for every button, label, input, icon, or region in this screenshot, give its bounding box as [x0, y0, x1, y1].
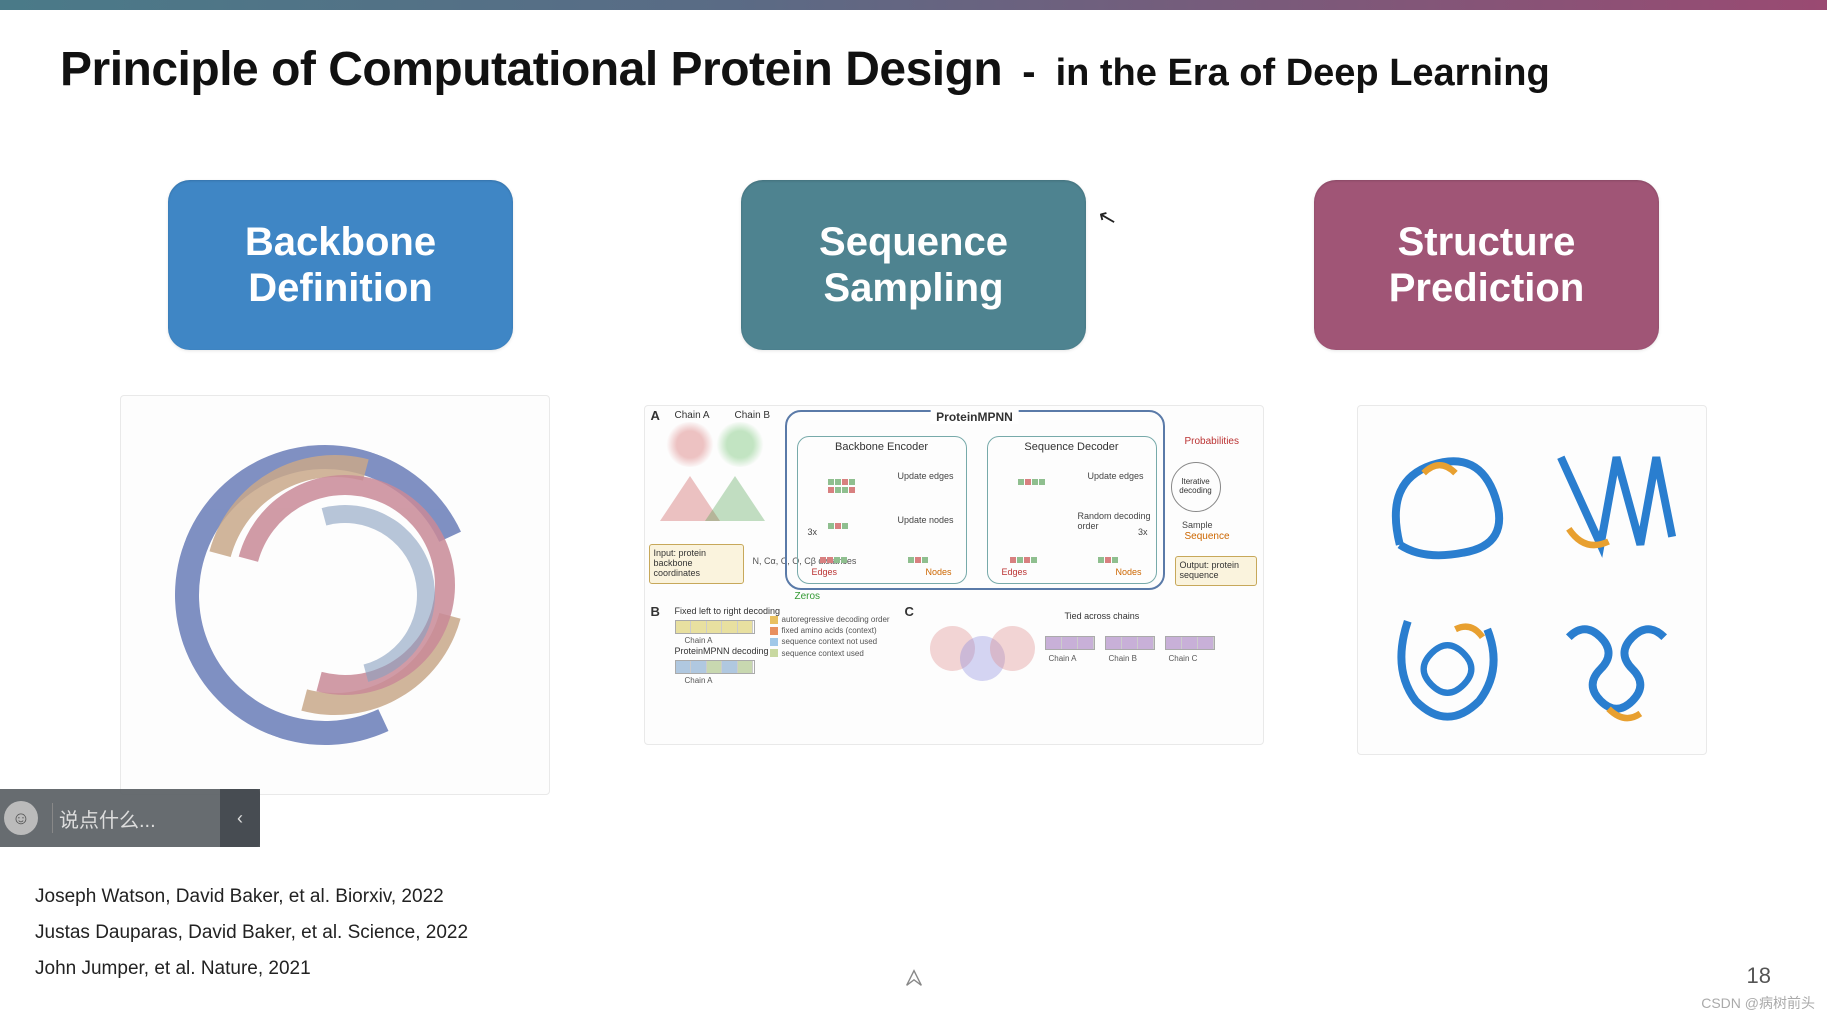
- chain-b-label: Chain B: [735, 410, 771, 421]
- mpnn-seq-box: [675, 660, 755, 674]
- iterative-decoding-circle: Iterative decoding: [1171, 462, 1221, 512]
- ribbon-3: [1368, 588, 1527, 750]
- panel-label-b: B: [651, 604, 660, 619]
- collapse-chevron-icon[interactable]: ‹: [220, 789, 260, 847]
- edges-label-2: Edges: [1002, 567, 1028, 577]
- edges-label: Edges: [812, 567, 838, 577]
- mpnn-chain-a: Chain A: [685, 676, 713, 685]
- tied-label: Tied across chains: [1065, 611, 1140, 621]
- panel-label-c: C: [905, 604, 914, 619]
- update-edges-label: Update edges: [898, 471, 954, 481]
- comment-placeholder[interactable]: 说点什么...: [59, 804, 156, 833]
- comment-overlay[interactable]: ☺ 说点什么... ‹: [0, 789, 260, 847]
- proteinmpnn-diagram: A Chain A Chain B Input: protein backbon…: [644, 405, 1264, 745]
- figure-backbone: [120, 395, 550, 795]
- attribution-text: CSDN @病树前头: [1701, 993, 1815, 1013]
- update-edges-label-2: Update edges: [1088, 471, 1144, 481]
- figure-proteinmpnn: A Chain A Chain B Input: protein backbon…: [644, 405, 1264, 745]
- encoder-title: Backbone Encoder: [835, 441, 928, 453]
- tied-chain-c: Chain C: [1169, 654, 1198, 663]
- panel-label-a: A: [651, 408, 660, 423]
- legend-used: sequence context used: [770, 648, 890, 659]
- iter-label: Iterative decoding: [1172, 478, 1220, 496]
- top-gradient-bar: [0, 0, 1827, 10]
- page-number: 18: [1747, 963, 1771, 989]
- nodes-label: Nodes: [925, 567, 951, 577]
- citation-2: Justas Dauparas, David Baker, et al. Sci…: [35, 915, 468, 951]
- decoder-title: Sequence Decoder: [1024, 441, 1118, 453]
- figures-row: A Chain A Chain B Input: protein backbon…: [0, 395, 1827, 795]
- chain-b-blob: [715, 422, 765, 467]
- slide: Principle of Computational Protein Desig…: [0, 0, 1827, 1017]
- footer-logo-icon: [903, 967, 925, 995]
- sample-label: Sample: [1182, 520, 1213, 530]
- tied-box-a: [1045, 636, 1095, 650]
- probabilities-label: Probabilities: [1185, 436, 1239, 447]
- title-dash: -: [1022, 50, 1035, 95]
- tied-chains-blob: [925, 621, 1035, 696]
- tied-box-b: [1105, 636, 1155, 650]
- mpnn-outer-box: ProteinMPNN Backbone Encoder Update edge…: [785, 410, 1165, 590]
- iter-3x-dec: 3x: [1138, 527, 1148, 537]
- legend-not-used: sequence context not used: [770, 636, 890, 647]
- fixed-chain-a: Chain A: [685, 636, 713, 645]
- encoder-box: Backbone Encoder Update edges Update nod…: [797, 436, 967, 584]
- tied-chain-a: Chain A: [1049, 654, 1077, 663]
- fixed-seq-box: [675, 620, 755, 634]
- chain-a-blob: [665, 422, 715, 467]
- predicted-structures-grid: [1357, 405, 1707, 755]
- pill-row: BackboneDefinition SequenceSampling Stru…: [0, 180, 1827, 350]
- emoji-icon[interactable]: ☺: [4, 801, 38, 835]
- update-nodes-label: Update nodes: [898, 515, 954, 525]
- title-row: Principle of Computational Protein Desig…: [60, 42, 1767, 97]
- citation-3: John Jumper, et al. Nature, 2021: [35, 951, 468, 987]
- citations: Joseph Watson, David Baker, et al. Biorx…: [35, 879, 468, 987]
- iter-3x-enc: 3x: [808, 527, 818, 537]
- output-box: Output: protein sequence: [1175, 556, 1257, 586]
- chain-a-label: Chain A: [675, 410, 710, 421]
- legend-autoregressive: autoregressive decoding order: [770, 614, 890, 625]
- legend-fixed-aa: fixed amino acids (context): [770, 625, 890, 636]
- pill-backbone-definition: BackboneDefinition: [168, 180, 513, 350]
- citation-1: Joseph Watson, David Baker, et al. Biorx…: [35, 879, 468, 915]
- tied-box-c: [1165, 636, 1215, 650]
- pill-sequence-sampling: SequenceSampling: [741, 180, 1086, 350]
- mpnn-title: ProteinMPNN: [930, 410, 1019, 424]
- pill-structure-prediction: StructurePrediction: [1314, 180, 1659, 350]
- fixed-decoding-label: Fixed left to right decoding: [675, 606, 781, 616]
- ribbon-2: [1537, 416, 1696, 578]
- comment-divider: [52, 803, 53, 833]
- decoding-legend: autoregressive decoding order fixed amin…: [770, 614, 890, 659]
- mpnn-decoding-label: ProteinMPNN decoding: [675, 646, 769, 656]
- nodes-label-2: Nodes: [1115, 567, 1141, 577]
- decoder-box: Sequence Decoder Update edges Random dec…: [987, 436, 1157, 584]
- zeros-label: Zeros: [795, 591, 821, 602]
- ribbon-4: [1537, 588, 1696, 750]
- title-main: Principle of Computational Protein Desig…: [60, 42, 1002, 97]
- protein-complex-image: [120, 395, 550, 795]
- sequence-label: Sequence: [1185, 531, 1230, 542]
- tied-chain-b: Chain B: [1109, 654, 1137, 663]
- ribbon-1: [1368, 416, 1527, 578]
- figure-structure-prediction: [1357, 405, 1707, 755]
- title-subtitle: in the Era of Deep Learning: [1056, 52, 1550, 95]
- graph-triangle-b: [705, 476, 765, 521]
- input-box: Input: protein backbone coordinates: [649, 544, 744, 584]
